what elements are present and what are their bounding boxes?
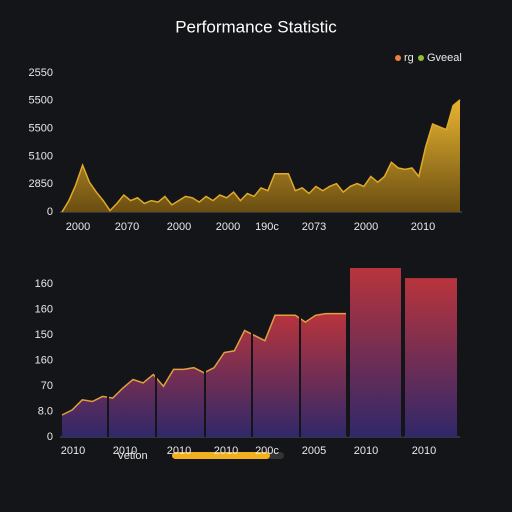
legend-dot: [395, 55, 401, 61]
y-tick-label: 160: [35, 303, 53, 315]
x-tick-label: 2000: [66, 221, 90, 233]
y-tick-label: 2850: [29, 178, 53, 190]
y-tick-label: 70: [41, 380, 53, 392]
area: [62, 99, 460, 212]
control-label: Vetion: [117, 450, 148, 462]
y-tick-label: 160: [35, 278, 53, 290]
x-tick-label: 2010: [167, 445, 191, 457]
line: [61, 99, 461, 213]
x-tick-label: 2010: [61, 445, 85, 457]
y-tick-label: 8.0: [38, 405, 53, 417]
y-tick-label: 0: [47, 431, 53, 443]
x-tick-label: 190c: [255, 221, 279, 233]
x-tick-label: 2070: [115, 221, 139, 233]
x-tick-label: 2010: [214, 445, 238, 457]
x-tick-label: 2073: [302, 221, 326, 233]
x-tick-label: 2010: [412, 445, 436, 457]
legend-label: rg: [404, 52, 414, 64]
bar: [405, 278, 457, 437]
y-tick-label: 5500: [29, 123, 53, 135]
x-tick-label: 2010: [411, 221, 435, 233]
y-tick-label: 0: [47, 206, 53, 218]
x-tick-label: 2000: [216, 221, 240, 233]
x-tick-label: 200c: [255, 445, 279, 457]
x-tick-label: 2000: [167, 221, 191, 233]
legend-label: Gveeal: [427, 52, 462, 64]
x-tick-label: 2000: [354, 221, 378, 233]
y-tick-label: 2550: [29, 67, 53, 79]
y-tick-label: 5500: [29, 95, 53, 107]
y-tick-label: 160: [35, 354, 53, 366]
x-tick-label: 2010: [113, 445, 137, 457]
title: Performance Statistic: [175, 17, 337, 36]
x-tick-label: 2010: [354, 445, 378, 457]
y-tick-label: 5100: [29, 150, 53, 162]
legend-dot: [418, 55, 424, 61]
y-tick-label: 150: [35, 329, 53, 341]
bar: [350, 268, 401, 437]
slider-fill[interactable]: [172, 452, 270, 459]
x-tick-label: 2005: [302, 445, 326, 457]
